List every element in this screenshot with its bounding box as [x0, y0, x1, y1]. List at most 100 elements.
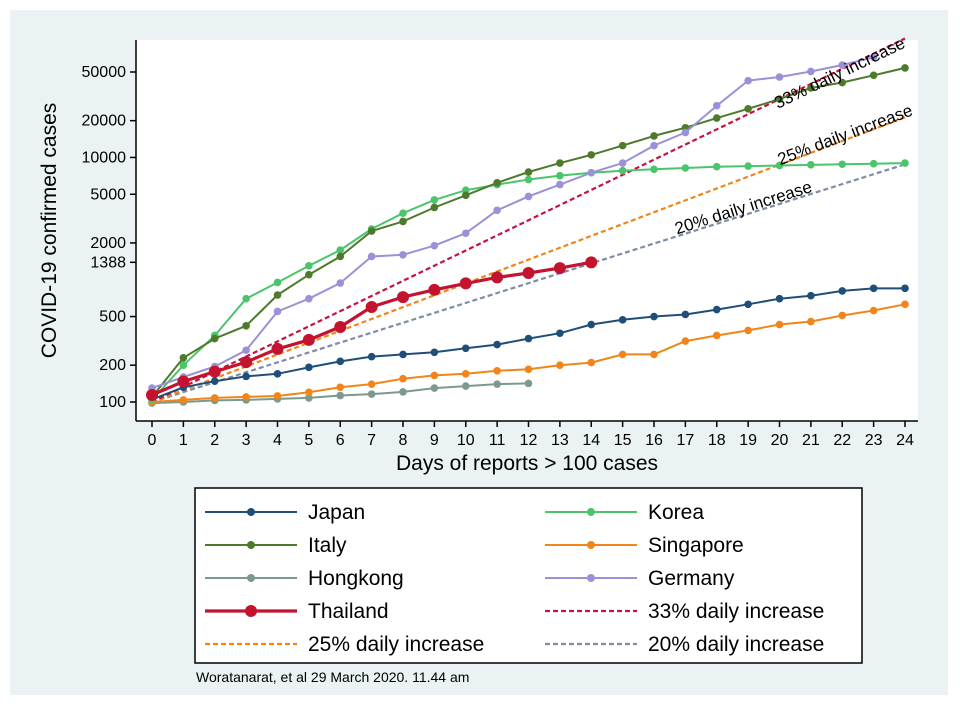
- x-tick-label: 7: [367, 432, 376, 449]
- y-tick-label: 2000: [90, 235, 126, 252]
- series-italy: [148, 64, 909, 401]
- data-point-korea: [807, 161, 815, 169]
- x-tick-label: 6: [336, 432, 345, 449]
- x-tick-label: 16: [645, 432, 663, 449]
- data-point-italy: [179, 353, 188, 362]
- x-tick-label: 21: [802, 432, 820, 449]
- legend-label: Italy: [308, 534, 347, 557]
- data-point-italy: [493, 179, 501, 187]
- data-point-germany: [744, 76, 752, 85]
- data-point-korea: [744, 162, 752, 170]
- data-point-korea: [430, 196, 439, 204]
- data-point-singapore: [901, 300, 909, 309]
- data-point-germany: [242, 346, 250, 355]
- x-tick-label: 18: [708, 432, 726, 449]
- data-point-korea: [618, 166, 627, 175]
- data-point-korea: [712, 162, 721, 171]
- data-point-singapore: [556, 361, 564, 369]
- legend-swatch-marker: [587, 508, 595, 516]
- data-point-singapore: [587, 358, 596, 367]
- data-point-germany: [524, 192, 533, 201]
- data-point-japan: [367, 352, 376, 361]
- data-point-korea: [524, 175, 533, 184]
- data-point-germany: [681, 128, 690, 137]
- data-point-germany: [367, 252, 376, 261]
- data-point-japan: [681, 310, 690, 319]
- legend: Japan Korea Italy Singapore Hongkong Germany T…: [194, 487, 863, 664]
- data-point-italy: [556, 159, 564, 167]
- x-tick-label: 5: [304, 432, 313, 449]
- data-point-germany: [305, 294, 313, 303]
- data-point-singapore: [618, 350, 627, 359]
- legend-label: Germany: [648, 567, 735, 590]
- legend-label: Singapore: [648, 534, 744, 557]
- data-point-korea: [179, 361, 188, 369]
- data-point-germany: [556, 180, 564, 189]
- data-point-japan: [712, 305, 721, 314]
- data-point-germany: [807, 67, 815, 76]
- data-point-germany: [618, 159, 627, 167]
- axes: [135, 40, 918, 422]
- x-tick-label: 19: [739, 432, 757, 449]
- data-point-japan: [807, 291, 815, 300]
- data-point-singapore: [179, 396, 188, 404]
- data-point-hongkong: [461, 382, 470, 390]
- x-tick-label: 2: [210, 432, 219, 449]
- data-point-singapore: [838, 311, 847, 320]
- series-25-daily-increase: [151, 116, 906, 404]
- data-point-italy: [807, 84, 815, 92]
- data-point-singapore: [869, 306, 878, 315]
- y-tick-label: 200: [99, 357, 126, 374]
- legend-item-thailand: Thailand: [205, 600, 389, 623]
- data-point-japan: [618, 316, 627, 324]
- x-tick-label: 22: [833, 432, 851, 449]
- x-tick-label: 12: [520, 432, 538, 449]
- data-point-japan: [587, 320, 596, 329]
- data-point-singapore: [807, 317, 815, 326]
- data-point-hongkong: [493, 380, 501, 388]
- legend-label: Korea: [648, 501, 704, 524]
- data-point-thailand: [334, 320, 347, 333]
- data-point-japan: [461, 344, 470, 353]
- x-tick-label: 23: [865, 432, 883, 449]
- data-point-japan: [650, 312, 658, 321]
- legend-swatch-marker: [247, 574, 255, 582]
- data-point-italy: [869, 71, 878, 80]
- data-point-italy: [901, 64, 909, 72]
- legend-item-korea: Korea: [545, 501, 704, 524]
- data-point-italy: [775, 95, 784, 103]
- data-point-singapore: [399, 374, 407, 383]
- data-point-germany: [869, 53, 878, 62]
- x-tick-label: 3: [242, 432, 251, 449]
- data-point-germany: [273, 307, 282, 316]
- data-point-thailand: [146, 389, 158, 402]
- legend-box: [194, 487, 863, 664]
- series-20-daily-increase: [151, 163, 906, 404]
- data-point-thailand: [271, 342, 284, 355]
- data-point-japan: [242, 372, 250, 381]
- data-point-singapore: [273, 392, 282, 400]
- data-point-singapore: [493, 366, 501, 375]
- data-point-japan: [273, 370, 282, 378]
- data-point-singapore: [681, 337, 690, 345]
- x-tick-label: 9: [430, 432, 439, 449]
- data-point-italy: [242, 321, 250, 330]
- data-point-singapore: [524, 365, 533, 374]
- y-tick-label: 20000: [82, 113, 127, 130]
- data-point-japan: [901, 284, 909, 293]
- legend-item-singapore: Singapore: [545, 534, 744, 557]
- data-point-singapore: [367, 380, 376, 388]
- data-point-thailand: [428, 283, 441, 296]
- data-point-germany: [712, 101, 721, 110]
- data-point-italy: [430, 203, 439, 212]
- data-point-korea: [273, 278, 282, 287]
- data-point-singapore: [242, 393, 250, 401]
- data-point-korea: [838, 160, 847, 169]
- x-tick-label: 13: [551, 432, 569, 449]
- series-germany: [148, 53, 878, 392]
- data-point-japan: [399, 350, 407, 359]
- data-point-italy: [461, 191, 470, 200]
- data-point-thailand: [397, 291, 409, 304]
- legend-swatch-marker: [587, 574, 595, 582]
